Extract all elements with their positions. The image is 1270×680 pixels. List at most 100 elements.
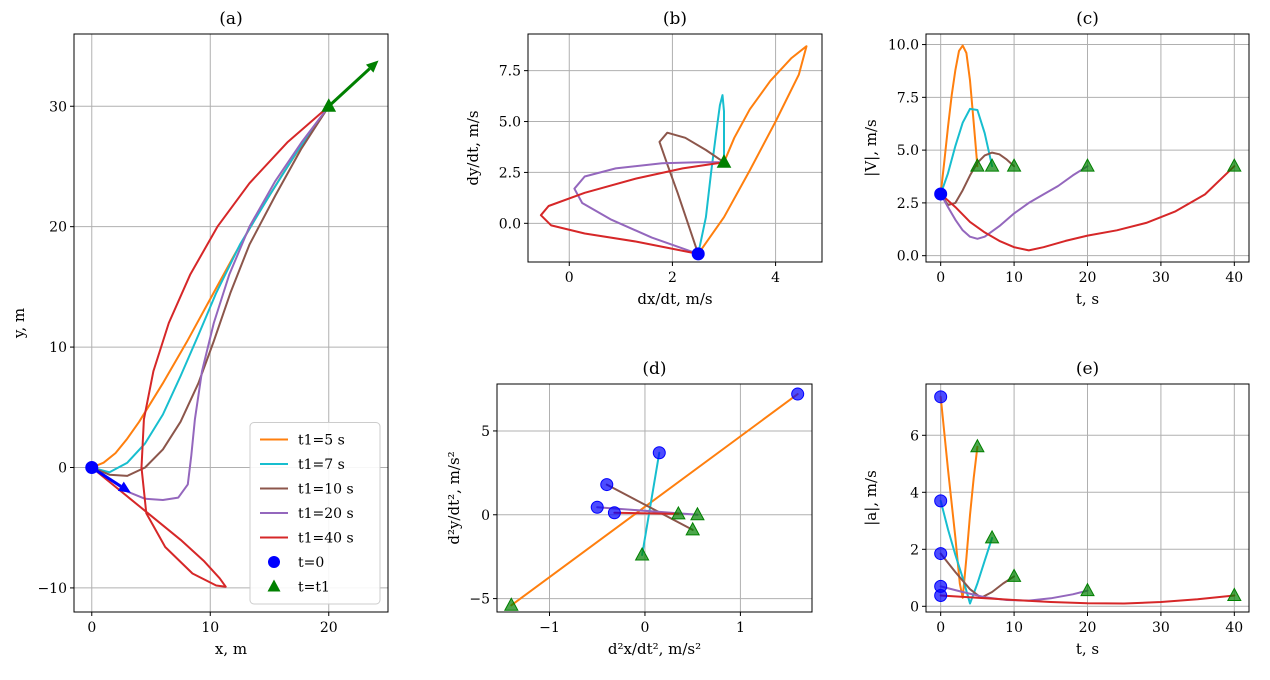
vector-arrow-shaft — [327, 67, 371, 108]
panel-title: (a) — [219, 9, 242, 29]
grid-a — [74, 34, 388, 612]
series-line-t10 — [658, 131, 725, 255]
marker-end-point — [1080, 582, 1095, 597]
y-axis-label: y, m — [10, 308, 28, 339]
marker-end-point — [1006, 568, 1022, 582]
panel-title: (d) — [642, 359, 666, 379]
axes-frame-b — [527, 33, 823, 263]
x-axis-label: x, m — [215, 640, 247, 658]
y-tick-label: 0 — [481, 508, 490, 524]
y-tick-label: 30 — [49, 99, 67, 115]
y-tick-label: 7.5 — [897, 90, 919, 106]
x-tick-label: 20 — [1079, 620, 1097, 636]
marker-start-point — [934, 547, 948, 561]
marker-start-point — [590, 500, 604, 514]
series-line-t5 — [510, 393, 799, 607]
legend: t1=5 s t1=7 s t1=10 s t1=20 s t1=40 s t=0 t=t1 — [249, 422, 381, 605]
legend-label: t1=7 s — [298, 457, 345, 473]
marker-end-point — [970, 438, 985, 453]
x-tick-label: 30 — [1152, 270, 1170, 286]
legend-label: t1=10 s — [298, 482, 354, 498]
marker-end-point — [1006, 158, 1022, 172]
x-tick-label: 0 — [936, 620, 945, 636]
legend-label: t=t1 — [298, 580, 330, 596]
marker-start-point — [607, 506, 621, 520]
marker-end-point — [1226, 158, 1242, 172]
grid-e — [926, 384, 1249, 612]
x-axis-label: t, s — [1076, 640, 1099, 658]
legend-box — [249, 422, 381, 605]
legend-label: t1=40 s — [298, 531, 354, 547]
marker-end-point — [634, 546, 650, 561]
legend-label: t1=5 s — [298, 433, 345, 449]
y-tick-label: 2.5 — [897, 196, 919, 212]
series-line-t40 — [539, 161, 725, 255]
series-line-t7 — [641, 451, 661, 556]
x-axis-label: dx/dt, m/s — [637, 290, 712, 308]
series-line-t20 — [939, 165, 1089, 240]
y-tick-label: 0.0 — [499, 216, 521, 232]
x-tick-label: 0 — [565, 270, 574, 286]
marker-start-point — [652, 446, 666, 460]
marker-start-point — [934, 187, 948, 201]
panel-title: (b) — [663, 9, 687, 29]
panel-e: 0 10 20 30 40 0 2 4 6 (e) t, s |a|, m/s — [862, 359, 1250, 658]
series-line-t40 — [939, 594, 1236, 605]
marker-start-point — [934, 390, 948, 404]
x-tick-label: 20 — [1079, 270, 1097, 286]
x-tick-label: 10 — [1005, 270, 1023, 286]
marker-end-point — [685, 521, 701, 536]
y-tick-label: 5.0 — [499, 115, 521, 131]
y-tick-label: 6 — [910, 428, 919, 444]
y-tick-label: 0 — [910, 599, 919, 615]
series-line-t7 — [939, 499, 994, 605]
y-tick-label: 5 — [481, 424, 490, 440]
series-line-t20 — [90, 105, 330, 501]
series-line-t20 — [573, 161, 725, 255]
x-tick-label: 2 — [668, 270, 677, 286]
panel-d: −1 0 1 −5 0 5 (d) d²x/dt², m/s² d²y/dt², m/s² — [445, 359, 813, 658]
x-tick-label: 40 — [1225, 270, 1243, 286]
y-tick-label: 0.0 — [897, 249, 919, 265]
marker-end-point — [321, 98, 337, 112]
y-tick-label: 20 — [49, 220, 67, 236]
x-tick-label: 0 — [87, 620, 96, 636]
vector-arrow-head — [365, 60, 379, 73]
marker-start-point — [600, 478, 614, 492]
x-tick-label: 4 — [771, 270, 780, 286]
y-tick-label: 10 — [49, 340, 67, 356]
series-line-t5 — [939, 44, 979, 195]
y-tick-label: 0 — [58, 461, 67, 477]
marker-start-point — [934, 494, 948, 508]
x-axis-label: t, s — [1076, 290, 1099, 308]
y-axis-label: d²y/dt², m/s² — [445, 451, 463, 544]
x-tick-label: 40 — [1225, 620, 1243, 636]
marker-start-point — [934, 588, 948, 602]
marker-end-point — [690, 506, 705, 521]
series-group-a — [90, 105, 330, 588]
x-tick-label: 30 — [1152, 620, 1170, 636]
series-line-t5 — [697, 45, 808, 255]
legend-label: t1=20 s — [298, 506, 354, 522]
x-tick-label: −1 — [539, 620, 560, 636]
y-tick-label: 5.0 — [897, 143, 919, 159]
y-axis-label: dy/dt, m/s — [464, 110, 482, 185]
series-group-e — [939, 395, 1236, 605]
marker-end-point — [984, 529, 1000, 544]
y-tick-label: 2 — [910, 542, 919, 558]
legend-swatch-start — [268, 556, 280, 568]
y-tick-label: −10 — [37, 581, 67, 597]
grid-b — [528, 34, 822, 262]
series-line-t7 — [697, 94, 725, 255]
series-line-t7 — [939, 107, 994, 195]
axes-frame-d — [496, 383, 813, 613]
panel-c: 0 10 20 30 40 0.0 2.5 5.0 7.5 10.0 (c) t, s |V|, m/s — [862, 9, 1250, 308]
marker-end-point — [503, 597, 519, 611]
y-tick-label: 2.5 — [499, 165, 521, 181]
grid-c — [926, 34, 1249, 262]
y-axis-label: |V|, m/s — [862, 119, 880, 176]
series-line-t40 — [939, 165, 1236, 252]
y-axis-label: |a|, m/s — [862, 470, 880, 526]
